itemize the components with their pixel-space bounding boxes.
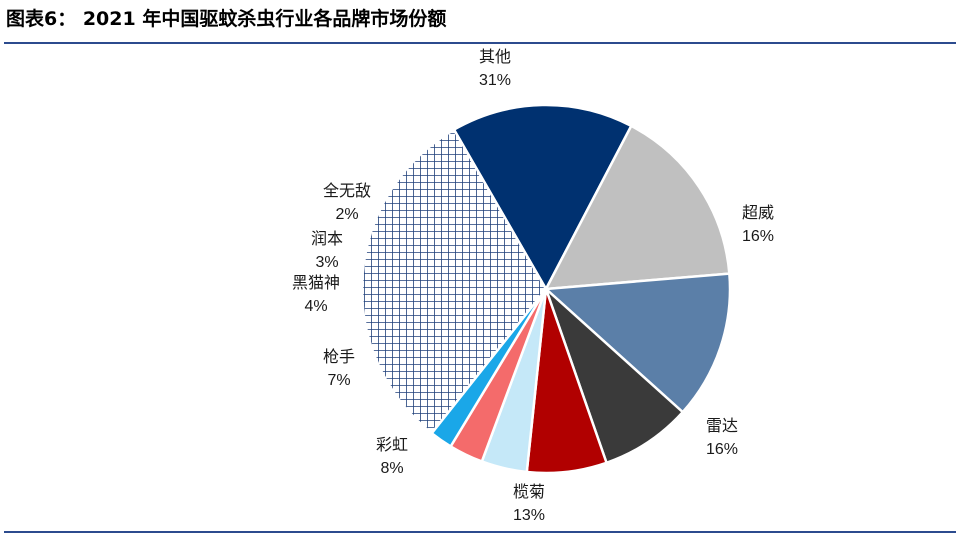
pie-slices [360,103,732,475]
slice-value-2: 16% [706,441,738,458]
slice-label-3: 榄菊 [513,482,545,501]
slice-value-1: 16% [742,228,774,245]
slice-label-1: 超威 [742,203,774,222]
slice-value-9: 31% [479,72,511,89]
slice-label-6: 黑猫神 [292,273,340,292]
bottom-rule [4,531,956,533]
slice-label-5: 枪手 [323,347,355,366]
pie-slice-3 [544,272,732,414]
slice-value-8: 2% [335,206,358,223]
top-rule [4,42,956,44]
slice-value-5: 7% [327,372,350,389]
figure-title: 图表6： 2021 年中国驱蚊杀虫行业各品牌市场份额 [6,8,447,30]
slice-label-2: 雷达 [706,416,738,435]
slice-label-8: 全无敌 [323,181,371,200]
slice-value-7: 3% [315,254,338,271]
slice-label-9: 其他 [479,47,511,66]
pie-slice-1 [452,103,633,291]
slice-label-4: 彩虹 [376,435,408,454]
pie-slice-2 [544,124,731,291]
slice-value-3: 13% [513,507,545,524]
slice-label-7: 润本 [311,229,343,248]
slice-value-4: 8% [380,460,403,477]
pie-slice-4 [544,287,684,465]
pie-labels: 超威 16% 雷达 16% 榄菊 13% 彩虹 8% 枪手 7% 黑猫神 4% 润本 3% 全无敌 2% 其他 3… [292,47,774,524]
pie-slice-9 [360,128,548,435]
slice-value-6: 4% [304,298,327,315]
